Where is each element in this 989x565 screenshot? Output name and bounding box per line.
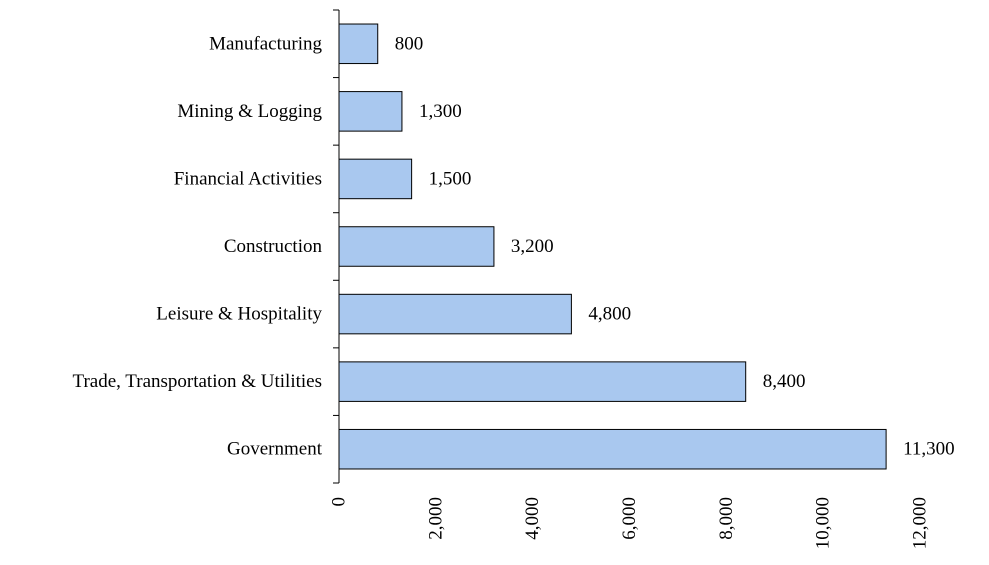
bar [338, 158, 413, 200]
x-tick-label: 12,000 [910, 497, 931, 549]
category-label: Construction [224, 236, 323, 257]
bar [338, 293, 572, 335]
axes [333, 9, 340, 484]
value-labels: 800 1,300 1,500 3,200 4,800 8,400 11,300 [395, 33, 955, 459]
x-tick-label: 8,000 [716, 497, 737, 540]
category-label: Manufacturing [209, 33, 322, 54]
category-label: Mining & Logging [177, 101, 322, 122]
x-tick-labels: 0 2,000 4,000 6,000 8,000 10,000 12,000 [329, 497, 931, 549]
bar [338, 91, 403, 132]
value-label: 8,400 [763, 371, 806, 392]
value-label: 1,300 [419, 101, 462, 122]
bar [338, 428, 887, 470]
category-labels: Manufacturing Mining & Logging Financial A… [73, 33, 323, 459]
x-tick-label: 0 [329, 497, 350, 507]
category-label: Financial Activities [174, 168, 322, 189]
category-label: Government [227, 439, 323, 460]
category-label: Leisure & Hospitality [156, 304, 322, 325]
category-label: Trade, Transportation & Utilities [73, 371, 322, 392]
bars-layer [338, 23, 887, 470]
bar [338, 361, 747, 402]
value-label: 4,800 [588, 304, 631, 325]
value-label: 11,300 [903, 439, 955, 460]
value-label: 800 [395, 33, 424, 54]
value-label: 3,200 [511, 236, 554, 257]
x-tick-label: 10,000 [813, 497, 834, 549]
value-label: 1,500 [429, 168, 472, 189]
bar [338, 23, 379, 65]
x-tick-label: 6,000 [619, 497, 640, 540]
x-tick-label: 4,000 [522, 497, 543, 540]
x-tick-label: 2,000 [425, 497, 446, 540]
bar [338, 226, 495, 267]
